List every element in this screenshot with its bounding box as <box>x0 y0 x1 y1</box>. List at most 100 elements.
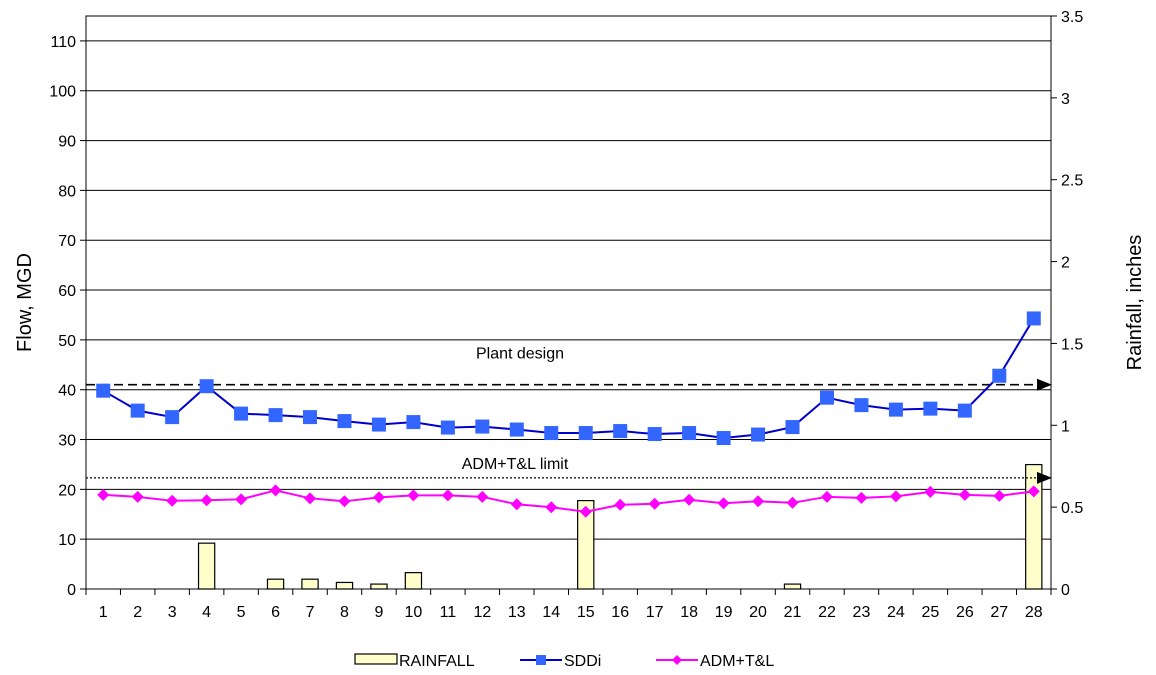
data-point <box>786 496 799 509</box>
y-tick-label: 90 <box>58 134 76 151</box>
x-tick-label: 11 <box>440 604 457 621</box>
data-point <box>235 493 248 506</box>
x-tick-label: 8 <box>340 604 349 621</box>
x-tick-label: 7 <box>306 604 315 621</box>
data-point <box>855 491 868 504</box>
x-tick-label: 3 <box>168 604 177 621</box>
data-point <box>614 498 627 511</box>
x-tick-label: 26 <box>956 604 974 621</box>
data-point <box>440 420 455 435</box>
y-tick-label: 80 <box>58 183 76 200</box>
x-tick-label: 19 <box>715 604 733 621</box>
x-tick-label: 9 <box>374 604 383 621</box>
x-tick-label: 18 <box>680 604 698 621</box>
x-tick-label: 4 <box>202 604 211 621</box>
y-tick-label: 70 <box>58 233 76 250</box>
legend-marker <box>672 655 682 665</box>
axis-labels: 010203040506070809010011000.511.522.533.… <box>49 9 1083 621</box>
data-point <box>716 431 731 446</box>
x-tick-label: 23 <box>853 604 871 621</box>
data-point <box>682 426 697 441</box>
y2-tick-label: 3 <box>1061 91 1070 108</box>
rainfall-bar <box>266 578 285 590</box>
x-tick-label: 14 <box>542 604 560 621</box>
data-point <box>578 426 593 441</box>
data-point <box>819 390 834 405</box>
data-point <box>372 491 385 504</box>
data-point <box>820 490 833 503</box>
legend-marker <box>536 655 546 665</box>
data-point <box>131 490 144 503</box>
y-tick-label: 100 <box>49 84 76 101</box>
data-point <box>407 489 420 502</box>
legend-label: SDDi <box>564 653 601 670</box>
data-point <box>888 402 903 417</box>
data-point <box>269 484 282 497</box>
data-point <box>509 422 524 437</box>
x-tick-label: 27 <box>990 604 1008 621</box>
data-point <box>889 490 902 503</box>
data-point <box>200 494 213 507</box>
flow-lines <box>96 311 1041 518</box>
data-point <box>1027 485 1040 498</box>
rainfall-bar <box>197 542 216 590</box>
legend-label: ADM+T&L <box>700 653 774 670</box>
data-point <box>992 368 1007 383</box>
data-point <box>476 490 489 503</box>
data-point <box>166 494 179 507</box>
x-tick-label: 24 <box>887 604 905 621</box>
reference-label: Plant design <box>476 346 564 363</box>
y2-tick-label: 2.5 <box>1061 173 1083 190</box>
rainfall-bar <box>370 583 388 590</box>
gridlines <box>86 40 1051 540</box>
x-tick-label: 17 <box>646 604 664 621</box>
data-point <box>751 427 766 442</box>
reference-label: ADM+T&L limit <box>462 456 569 473</box>
reference-lines <box>86 378 1052 484</box>
x-tick-label: 1 <box>99 604 108 621</box>
rainfall-bar <box>404 572 423 590</box>
data-point <box>165 410 180 425</box>
y-tick-label: 30 <box>58 433 76 450</box>
series-line <box>103 489 1034 513</box>
y2-axis-title: Rainfall, inches <box>1124 235 1146 371</box>
data-point <box>303 410 318 425</box>
x-tick-label: 15 <box>577 604 595 621</box>
rainfall-bar <box>783 583 802 590</box>
series-line <box>102 317 1035 440</box>
data-point <box>924 485 937 498</box>
rainfall-bars <box>197 463 1043 590</box>
data-point <box>371 417 386 432</box>
x-tick-label: 16 <box>611 604 629 621</box>
data-point <box>510 498 523 511</box>
y-tick-label: 60 <box>58 283 76 300</box>
data-point <box>648 497 661 510</box>
data-point <box>475 419 490 434</box>
x-tick-label: 21 <box>784 604 802 621</box>
y2-tick-label: 3.5 <box>1061 9 1083 26</box>
x-tick-label: 20 <box>749 604 767 621</box>
y2-tick-label: 1 <box>1061 418 1070 435</box>
rainfall-bar <box>1025 463 1043 590</box>
data-point <box>234 406 249 421</box>
data-point <box>958 488 971 501</box>
data-point <box>338 495 351 508</box>
legend-label: RAINFALL <box>399 653 475 670</box>
rainfall-bar <box>335 581 354 590</box>
y-tick-label: 110 <box>50 34 76 51</box>
data-point <box>199 379 214 394</box>
rainfall-bar <box>301 578 319 590</box>
data-point <box>268 408 283 423</box>
data-point <box>923 401 938 416</box>
plot-frame <box>85 15 1052 590</box>
x-tick-label: 25 <box>921 604 939 621</box>
y-axis-title: Flow, MGD <box>14 253 36 352</box>
y2-tick-label: 1.5 <box>1061 336 1083 353</box>
reference-arrow <box>1037 378 1052 391</box>
y-tick-label: 0 <box>67 582 76 599</box>
data-point <box>130 403 145 418</box>
legend: RAINFALL SDDi ADM+T&L <box>354 653 774 670</box>
x-tick-label: 13 <box>508 604 526 621</box>
x-tick-label: 2 <box>133 604 142 621</box>
